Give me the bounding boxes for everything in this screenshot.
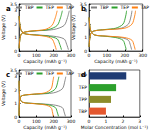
svg-text:TEP: TEP <box>78 85 88 90</box>
svg-text:0: 0 <box>84 48 87 54</box>
svg-text:3: 3 <box>14 8 17 13</box>
svg-text:3.5: 3.5 <box>10 68 17 73</box>
svg-text:Capacity (mAh g⁻¹): Capacity (mAh g⁻¹) <box>23 125 67 130</box>
svg-text:1: 1 <box>14 35 17 40</box>
svg-text:2: 2 <box>14 88 17 93</box>
svg-text:b: b <box>81 5 86 13</box>
svg-text:Voltage (V): Voltage (V) <box>1 15 6 40</box>
svg-text:TBP: TBP <box>24 71 34 76</box>
svg-text:TAP: TAP <box>140 5 149 10</box>
svg-text:0: 0 <box>14 48 18 54</box>
svg-text:0: 0 <box>18 119 21 124</box>
svg-text:TAP: TAP <box>65 5 74 10</box>
svg-text:100: 100 <box>103 53 112 58</box>
svg-text:300: 300 <box>138 53 147 58</box>
svg-text:d: d <box>81 71 86 79</box>
svg-text:3: 3 <box>14 74 17 79</box>
svg-text:TEP: TEP <box>45 71 55 76</box>
svg-text:0: 0 <box>18 53 21 58</box>
svg-text:300: 300 <box>67 53 76 58</box>
svg-text:0: 0 <box>14 114 18 120</box>
svg-text:Capacity (mAh g⁻¹): Capacity (mAh g⁻¹) <box>23 59 67 64</box>
svg-text:300: 300 <box>67 119 76 124</box>
svg-text:TAP: TAP <box>65 71 74 76</box>
svg-text:TBP: TBP <box>24 5 34 10</box>
svg-text:3.5: 3.5 <box>10 2 17 7</box>
svg-text:1: 1 <box>84 35 87 40</box>
svg-text:200: 200 <box>49 119 58 124</box>
svg-text:1: 1 <box>104 119 107 124</box>
svg-text:0: 0 <box>88 119 91 124</box>
svg-text:TBP: TBP <box>77 109 87 114</box>
svg-text:TEP: TEP <box>45 5 55 10</box>
svg-text:c: c <box>6 71 10 79</box>
svg-text:200: 200 <box>49 53 58 58</box>
svg-text:1: 1 <box>14 101 17 106</box>
svg-text:200: 200 <box>121 53 130 58</box>
svg-text:Capacity (mAh g⁻¹): Capacity (mAh g⁻¹) <box>94 59 138 64</box>
svg-text:2: 2 <box>84 22 87 27</box>
svg-text:100: 100 <box>32 53 41 58</box>
svg-text:3: 3 <box>138 119 141 124</box>
svg-text:a: a <box>6 5 11 13</box>
svg-text:Molar Concentration (mol L⁻¹): Molar Concentration (mol L⁻¹) <box>81 125 148 130</box>
svg-text:TPP: TPP <box>78 97 87 102</box>
svg-text:Voltage (V): Voltage (V) <box>1 81 6 106</box>
svg-text:Voltage (V): Voltage (V) <box>71 15 76 40</box>
svg-text:2: 2 <box>14 22 17 27</box>
svg-text:100: 100 <box>32 119 41 124</box>
svg-text:0: 0 <box>88 53 91 58</box>
svg-text:TEP: TEP <box>120 5 130 10</box>
svg-text:2: 2 <box>121 119 124 124</box>
svg-text:TBP: TBP <box>99 5 109 10</box>
